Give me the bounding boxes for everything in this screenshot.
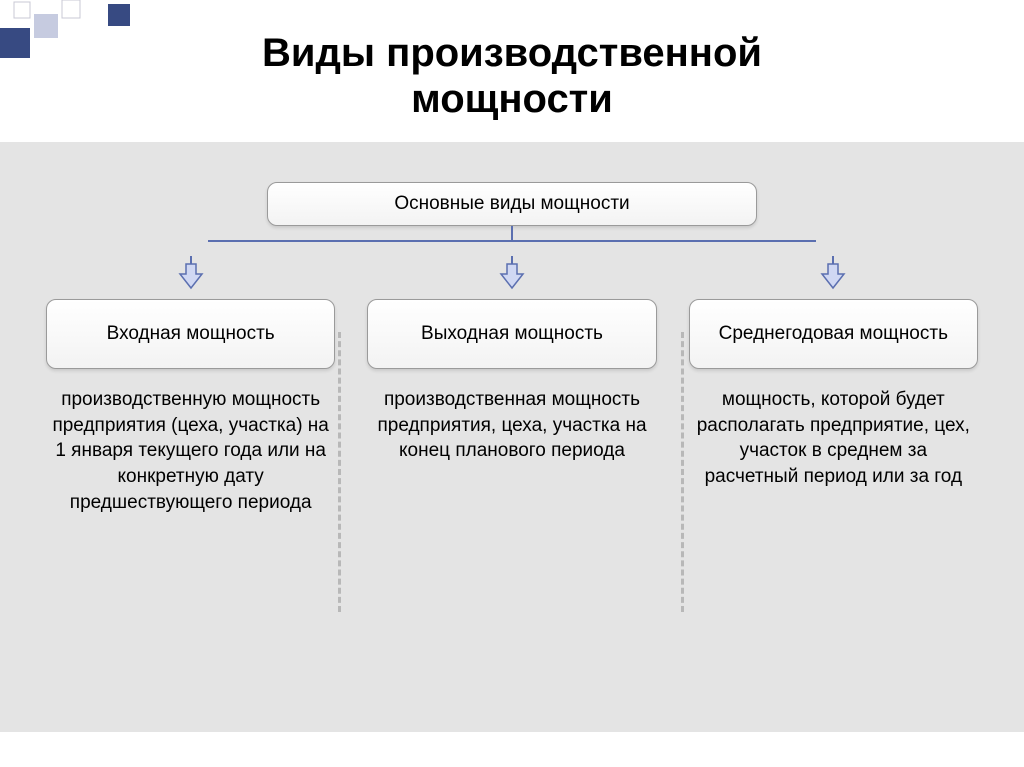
vertical-divider-1	[338, 332, 341, 612]
title-line-2: мощности	[411, 77, 613, 121]
diagram-area: Основные виды мощности Входная мощность п…	[0, 142, 1024, 732]
node-input-capacity: Входная мощность	[46, 299, 335, 369]
desc-avg-annual-capacity: мощность, которой будет располагать пред…	[683, 369, 984, 490]
desc-output-capacity: производственная мощность предприятия, ц…	[361, 369, 662, 464]
arrow-down-icon	[819, 256, 847, 295]
branch-avg-annual-capacity: Среднегодовая мощность мощность, которой …	[683, 256, 984, 515]
hline	[208, 240, 816, 242]
root-label: Основные виды мощности	[394, 193, 629, 214]
vertical-divider-2	[681, 332, 684, 612]
branch-output-capacity: Выходная мощность производственная мощнос…	[361, 256, 662, 515]
branch-input-capacity: Входная мощность производственную мощност…	[40, 256, 341, 515]
node-label: Выходная мощность	[421, 323, 603, 345]
page-title: Виды производственной мощности	[0, 30, 1024, 122]
desc-input-capacity: производственную мощность предприятия (ц…	[40, 369, 341, 515]
connector-horizontal	[40, 226, 984, 256]
desc-text: мощность, которой будет располагать пред…	[697, 389, 970, 487]
node-label: Среднегодовая мощность	[719, 323, 948, 345]
desc-text: производственная мощность предприятия, ц…	[377, 389, 646, 461]
desc-text: производственную мощность предприятия (ц…	[52, 389, 328, 513]
node-avg-annual-capacity: Среднегодовая мощность	[689, 299, 978, 369]
corner-decoration	[0, 0, 140, 70]
arrow-down-icon	[498, 256, 526, 295]
arrow-down-icon	[177, 256, 205, 295]
node-output-capacity: Выходная мощность	[367, 299, 656, 369]
corner-squares-svg	[0, 0, 140, 70]
node-label: Входная мощность	[107, 323, 275, 345]
branches-row: Входная мощность производственную мощност…	[40, 256, 984, 515]
title-block: Виды производственной мощности	[0, 0, 1024, 142]
root-vline	[511, 226, 513, 240]
root-node: Основные виды мощности	[267, 182, 757, 226]
title-line-1: Виды производственной	[262, 31, 762, 75]
